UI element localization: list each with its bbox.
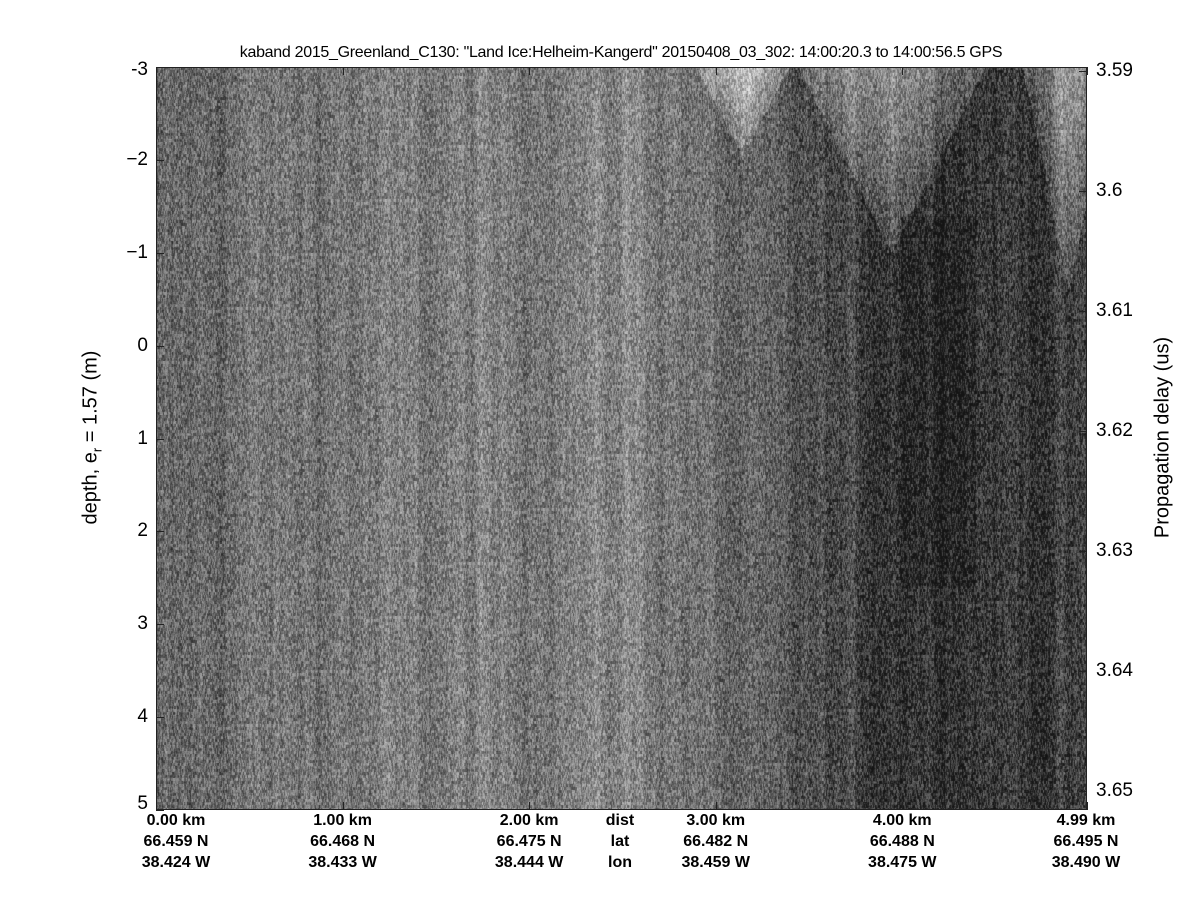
y-tick-mark-right [1079,671,1087,672]
y-tick-label-left: 4 [137,706,148,728]
echogram-image [156,67,1087,810]
y-tick-mark-left [156,531,164,533]
x-lon-label: 38.475 W [868,854,937,871]
y-tick-mark-right [1079,791,1087,792]
x-tick-mark-top [156,67,157,75]
y-tick-label-left: −2 [126,148,148,170]
x-tick-mark-top [715,67,717,75]
x-lat-label: 66.459 N [143,833,209,850]
y-tick-mark-left [156,624,164,626]
y-tick-mark-left [156,717,164,719]
x-tick-mark [715,802,717,810]
x-tick-mark-top [342,67,344,75]
y-axis-left-label: depth, er = 1.57 (m) [80,338,105,538]
x-lat-label: 66.475 N [496,833,562,850]
y-tick-mark-right [1079,551,1087,552]
x-lat-label: 66.488 N [869,833,935,850]
x-tick-mark [1087,802,1088,810]
y-tick-label-left: −1 [126,241,148,263]
x-row-label-dist: dist [605,812,635,829]
x-tick-mark-top [1087,67,1088,75]
y-tick-mark-left [156,67,164,68]
x-dist-label: 3.00 km [686,812,746,829]
x-lat-label: 66.468 N [310,833,376,850]
echogram-plot [156,67,1087,810]
y-tick-label-left: 5 [137,793,148,814]
y-tick-label-left: 3 [137,613,148,635]
x-dist-label: 4.99 km [1056,812,1116,829]
y-tick-mark-right [1079,431,1087,432]
y-tick-label-right: 3.63 [1096,540,1133,561]
y-tick-label-right: 3.62 [1096,420,1133,441]
x-tick-mark [902,802,904,810]
y-tick-label-right: 3.65 [1096,780,1133,801]
x-lon-label: 38.490 W [1051,854,1121,871]
x-tick-mark-top [529,67,531,75]
y-tick-mark-right [1079,191,1087,192]
x-tick-mark [529,802,531,810]
y-tick-label-right: 3.61 [1096,300,1133,321]
x-lon-label: 38.424 W [141,854,211,871]
x-row-label-lon: lon [608,854,632,871]
y-tick-mark-right [1079,71,1087,72]
x-lon-label: 38.444 W [494,854,564,871]
y-tick-label-right: 3.64 [1096,660,1133,681]
y-tick-label-right: 3.6 [1096,180,1123,201]
x-tick-mark [156,802,157,810]
y-tick-mark-left [156,159,164,161]
y-tick-label-left: 0 [137,334,148,356]
x-dist-label: 1.00 km [313,812,372,829]
y-label-sub: r [89,447,105,453]
y-tick-mark-left [156,438,164,440]
x-lat-label: 66.495 N [1053,833,1119,850]
y-tick-label-right: 3.59 [1096,60,1133,81]
x-lon-label: 38.433 W [308,854,377,871]
x-tick-mark [342,802,344,810]
y-tick-label-left: 2 [137,520,148,542]
chart-title: kaband 2015_Greenland_C130: "Land Ice:He… [239,44,1003,61]
y-label-main: depth, e [79,452,102,525]
y-tick-mark-left [156,345,164,347]
y-tick-label-left: 1 [137,427,148,449]
x-lon-label: 38.459 W [681,854,750,871]
y-label-rest: = 1.57 (m) [79,350,102,448]
x-tick-mark-top [902,67,904,75]
x-dist-label: 2.00 km [499,812,559,829]
y-tick-label-left: -3 [131,59,148,80]
x-lat-label: 66.482 N [683,833,749,850]
x-dist-label: 0.00 km [146,812,206,829]
y-tick-mark-left [156,252,164,254]
x-dist-label: 4.00 km [872,812,932,829]
y-tick-mark-left [156,810,164,811]
y-axis-right-label: Propagation delay (us) [1151,336,1174,539]
y-tick-mark-right [1079,311,1087,312]
x-row-label-lat: lat [610,833,630,850]
